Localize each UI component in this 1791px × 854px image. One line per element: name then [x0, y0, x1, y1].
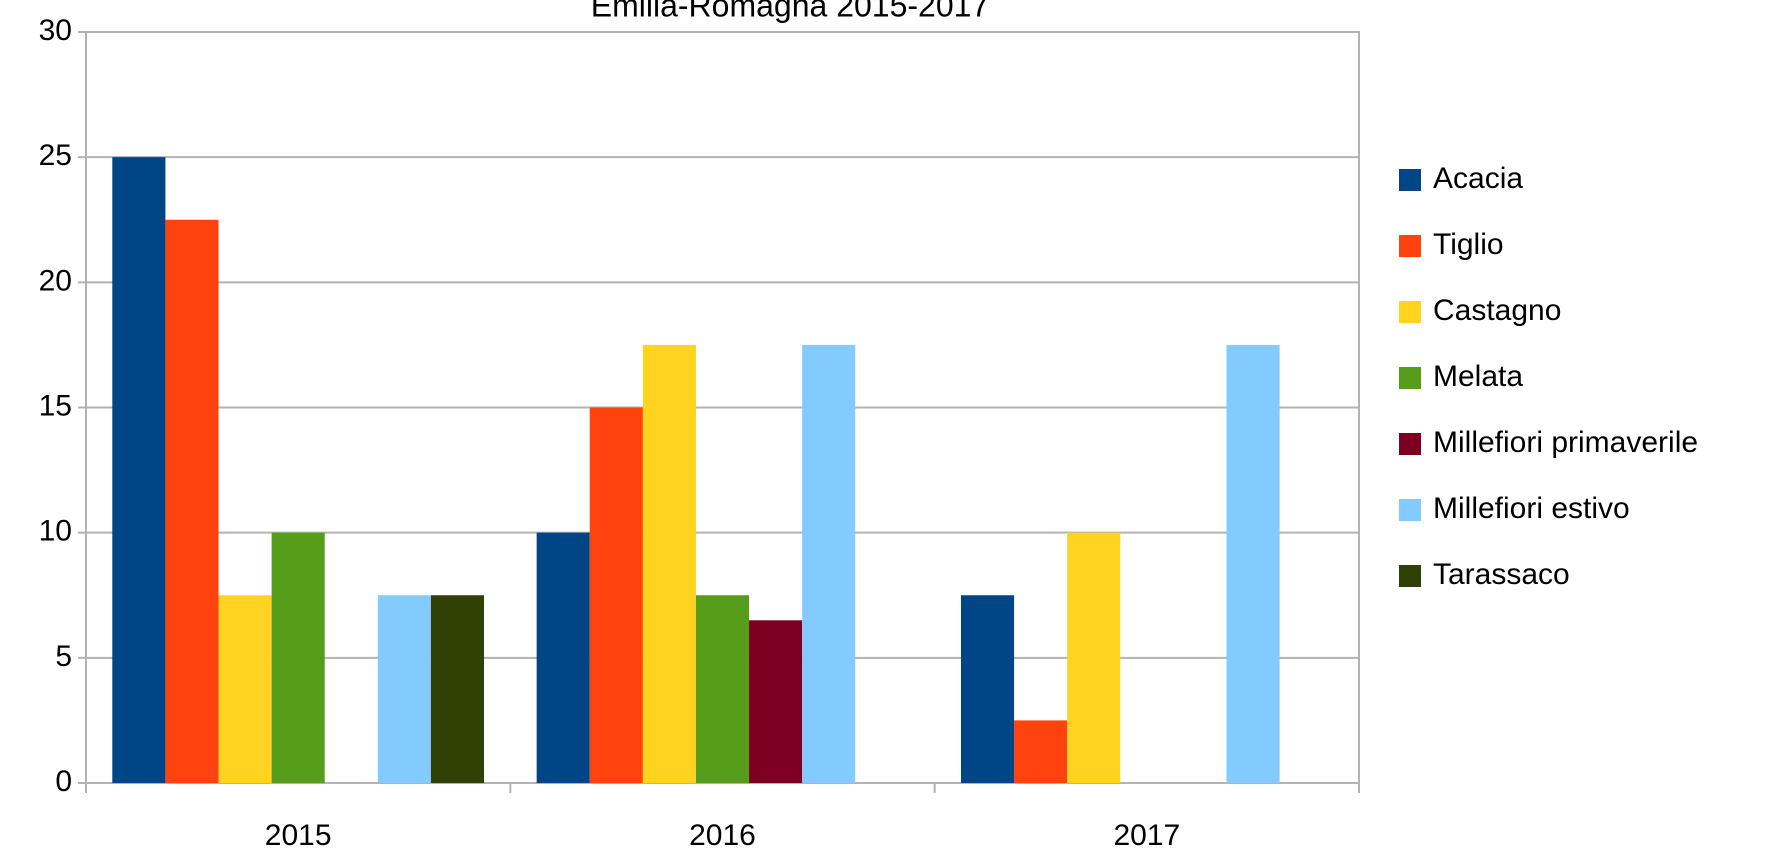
legend-label: Acacia [1433, 162, 1523, 195]
legend-label: Millefiori estivo [1433, 492, 1630, 525]
legend-label: Tiglio [1433, 228, 1504, 261]
bar [112, 157, 166, 783]
bar [960, 595, 1015, 783]
legend-swatch [1399, 433, 1421, 455]
bar [749, 620, 803, 783]
y-tick-label: 30 [39, 14, 72, 47]
legend-swatch [1399, 565, 1421, 587]
legend-label: Millefiori primaverile [1433, 426, 1698, 459]
legend-swatch [1399, 499, 1421, 521]
legend-swatch [1399, 367, 1421, 389]
legend-label: Castagno [1433, 294, 1561, 327]
bar [430, 595, 485, 783]
y-tick-label: 20 [39, 264, 72, 297]
legend-label: Melata [1433, 360, 1523, 393]
bar [695, 595, 750, 783]
bar [1226, 344, 1280, 783]
y-tick-label: 0 [55, 765, 72, 798]
chart-title: Emilia-Romagna 2015-2017 [591, 0, 989, 23]
y-tick-label: 5 [55, 640, 72, 673]
legend-swatch [1399, 301, 1421, 323]
x-tick-label: 2015 [265, 819, 332, 852]
bar [1067, 532, 1121, 783]
y-tick-label: 15 [39, 389, 72, 422]
y-tick-label: 10 [39, 515, 72, 548]
bar [802, 344, 856, 783]
legend-swatch [1399, 235, 1421, 257]
bar [1014, 720, 1068, 783]
x-tick-label: 2017 [1113, 819, 1180, 852]
y-tick-label: 25 [39, 139, 72, 172]
bar [165, 219, 219, 783]
legend-swatch [1399, 169, 1421, 191]
x-tick-label: 2016 [689, 819, 756, 852]
bar [377, 595, 431, 783]
bar [536, 532, 590, 783]
bar [589, 407, 643, 783]
bar [218, 595, 272, 783]
legend-label: Tarassaco [1433, 558, 1570, 591]
bar [642, 344, 696, 783]
bar [271, 532, 325, 783]
